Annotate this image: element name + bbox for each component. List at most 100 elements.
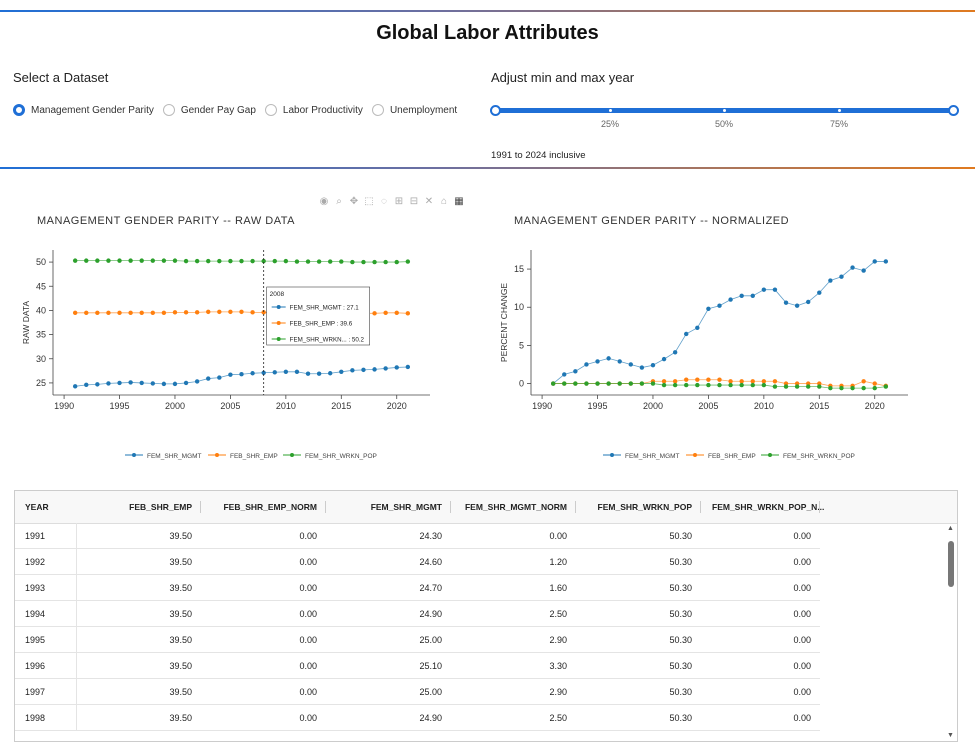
scroll-thumb[interactable]: [948, 541, 954, 587]
raw-chart-title: MANAGEMENT GENDER PARITY -- RAW DATA: [37, 215, 295, 227]
data-point: [117, 380, 122, 386]
table-cell: 0.00: [793, 713, 811, 723]
column-header[interactable]: FEM_SHR_WRKN_POP_N...: [712, 502, 825, 512]
data-point: [584, 381, 589, 386]
data-point: [595, 381, 600, 386]
data-point: [861, 268, 866, 273]
data-point: [95, 382, 100, 387]
table-row[interactable]: 1996 39.50 0.00 25.10 3.30 50.30 0.00: [15, 653, 820, 679]
table-cell: 2.50: [549, 609, 567, 619]
y-tick-label: 40: [36, 305, 46, 315]
table-cell: 50.30: [669, 635, 692, 645]
data-point: [684, 377, 689, 382]
data-point: [817, 384, 822, 389]
legend-marker: [693, 453, 697, 457]
year-slider-max-handle[interactable]: [948, 105, 959, 116]
column-resize-handle[interactable]: [700, 501, 701, 513]
column-header[interactable]: FEM_SHR_MGMT: [370, 502, 442, 512]
table-row[interactable]: 1992 39.50 0.00 24.60 1.20 50.30 0.00: [15, 549, 820, 575]
hover-line: FEM_SHR_MGMT : 27.1: [290, 305, 360, 312]
data-point: [806, 384, 811, 389]
column-resize-handle[interactable]: [575, 501, 576, 513]
column-header[interactable]: FEB_SHR_EMP_NORM: [223, 502, 317, 512]
data-point: [139, 310, 144, 316]
x-tick-label: 2010: [276, 401, 296, 411]
data-point: [817, 381, 822, 386]
table-cell: 24.90: [419, 713, 442, 723]
radio-labor-productivity[interactable]: Labor Productivity: [264, 104, 363, 116]
table-cell: 39.50: [169, 609, 192, 619]
plotly-logo-icon[interactable]: ▦: [454, 196, 464, 207]
data-point: [228, 258, 233, 264]
table-cell: 39.50: [169, 713, 192, 723]
column-header[interactable]: FEM_SHR_WRKN_POP: [597, 502, 692, 512]
data-table: YEAR FEB_SHR_EMP FEB_SHR_EMP_NORM FEM_SHR_M…: [14, 490, 958, 742]
slider-mark-dot: [609, 109, 612, 112]
page-title: Global Labor Attributes: [376, 22, 599, 44]
year-slider-min-handle[interactable]: [490, 105, 501, 116]
table-row[interactable]: 1995 39.50 0.00 25.00 2.90 50.30 0.00: [15, 627, 820, 653]
table-cell: 39.50: [169, 661, 192, 671]
pan-icon[interactable]: ✥: [349, 196, 359, 207]
plot-modebar: ◉ ⌕ ✥ ⬚ ◌ ⊞ ⊟ ✕ ⌂ ▦: [318, 196, 465, 207]
data-point: [750, 293, 755, 298]
zoom-in-icon[interactable]: ⊞: [394, 196, 404, 207]
data-point: [761, 382, 767, 388]
camera-icon[interactable]: ◉: [319, 196, 329, 207]
raw-data-chart[interactable]: 25 30 35 40 45 50 1990 1995 2000 2005 2010 2015 2020…: [20, 240, 450, 470]
data-point: [328, 371, 333, 376]
scroll-down-icon[interactable]: ▼: [947, 732, 954, 739]
radio-gender-pay-gap[interactable]: Gender Pay Gap: [162, 104, 256, 116]
data-point: [628, 362, 633, 367]
data-point: [562, 381, 567, 386]
data-point: [150, 310, 155, 316]
table-cell: 39.50: [169, 531, 192, 541]
normalized-chart[interactable]: 0 5 10 15 1990 1995 2000 2005 2010 2015 2020 PERCEN…: [498, 240, 928, 470]
scroll-up-icon[interactable]: ▲: [947, 525, 954, 532]
data-point: [283, 258, 289, 264]
table-row[interactable]: 1997 39.50 0.00 25.00 2.90 50.30 0.00: [15, 679, 820, 705]
table-cell: 39.50: [169, 635, 192, 645]
autoscale-icon[interactable]: ✕: [424, 196, 434, 207]
lasso-icon[interactable]: ◌: [381, 196, 387, 207]
data-point: [794, 384, 800, 389]
radio-label: Unemployment: [389, 104, 458, 116]
column-resize-handle[interactable]: [450, 501, 451, 513]
column-resize-handle[interactable]: [819, 501, 820, 513]
table-cell: 1996: [15, 653, 77, 679]
data-point: [872, 259, 877, 264]
column-header[interactable]: FEM_SHR_MGMT_NORM: [464, 502, 567, 512]
data-point: [206, 309, 211, 315]
table-row[interactable]: 1998 39.50 0.00 24.90 2.50 50.30 0.00: [15, 705, 820, 731]
data-point: [150, 381, 155, 386]
legend-label: FEB_SHR_EMP: [230, 453, 278, 460]
box-select-icon[interactable]: ⬚: [364, 196, 374, 207]
data-point: [706, 306, 711, 311]
zoom-icon[interactable]: ⌕: [336, 196, 342, 207]
table-row[interactable]: 1991 39.50 0.00 24.30 0.00 50.30 0.00: [15, 523, 820, 549]
column-header[interactable]: YEAR: [25, 502, 49, 512]
data-point: [172, 258, 178, 263]
column-resize-handle[interactable]: [200, 501, 201, 513]
data-point: [573, 369, 578, 374]
x-tick-label: 2005: [220, 401, 240, 411]
data-point: [883, 259, 889, 264]
y-tick-label: 25: [36, 378, 46, 388]
column-resize-handle[interactable]: [325, 501, 326, 513]
table-row[interactable]: 1993 39.50 0.00 24.70 1.60 50.30 0.00: [15, 575, 820, 601]
data-point: [595, 359, 600, 364]
zoom-out-icon[interactable]: ⊟: [409, 196, 419, 207]
legend-marker: [768, 453, 772, 457]
table-scrollbar[interactable]: ▲ ▼: [945, 523, 957, 741]
table-row[interactable]: 1994 39.50 0.00 24.90 2.50 50.30 0.00: [15, 601, 820, 627]
column-header[interactable]: FEB_SHR_EMP: [129, 502, 192, 512]
data-point: [394, 259, 399, 265]
radio-management-gender-parity[interactable]: Management Gender Parity: [13, 104, 154, 116]
data-point: [194, 379, 200, 384]
table-cell: 25.10: [419, 661, 442, 671]
radio-unemployment[interactable]: Unemployment: [371, 104, 458, 116]
data-point: [250, 310, 255, 315]
x-tick-label: 2020: [865, 401, 885, 411]
data-point: [194, 310, 200, 315]
reset-axes-icon[interactable]: ⌂: [440, 196, 448, 207]
